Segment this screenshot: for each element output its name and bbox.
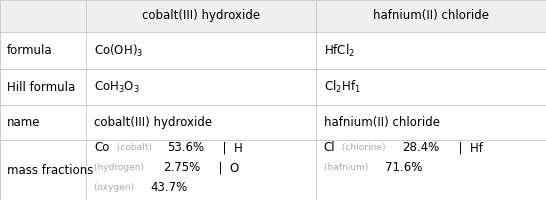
Bar xyxy=(86,140,316,200)
Text: (cobalt): (cobalt) xyxy=(114,143,155,152)
Text: (hafnium): (hafnium) xyxy=(324,163,371,172)
Text: hafnium(II) chloride: hafnium(II) chloride xyxy=(324,116,440,129)
Text: Co(OH)$_3$: Co(OH)$_3$ xyxy=(94,42,144,59)
Bar xyxy=(0,0,86,32)
Text: |  O: | O xyxy=(211,161,239,174)
Text: 28.4%: 28.4% xyxy=(402,141,440,154)
Text: 43.7%: 43.7% xyxy=(150,181,187,194)
Bar xyxy=(0,105,86,140)
Text: Cl: Cl xyxy=(324,141,335,154)
Bar xyxy=(316,0,546,32)
Text: mass fractions: mass fractions xyxy=(7,164,93,176)
Text: Cl$_2$Hf$_1$: Cl$_2$Hf$_1$ xyxy=(324,79,360,95)
Text: Co: Co xyxy=(94,141,110,154)
Text: |  H: | H xyxy=(215,141,242,154)
Bar xyxy=(86,105,316,140)
Bar xyxy=(316,69,546,105)
Text: (chlorine): (chlorine) xyxy=(339,143,388,152)
Bar xyxy=(86,32,316,69)
Text: 53.6%: 53.6% xyxy=(167,141,204,154)
Bar xyxy=(316,32,546,69)
Text: CoH$_3$O$_3$: CoH$_3$O$_3$ xyxy=(94,79,140,95)
Text: Hill formula: Hill formula xyxy=(7,81,75,94)
Text: hafnium(II) chloride: hafnium(II) chloride xyxy=(373,9,489,22)
Bar xyxy=(0,32,86,69)
Bar xyxy=(86,0,316,32)
Text: (oxygen): (oxygen) xyxy=(94,183,138,192)
Text: 71.6%: 71.6% xyxy=(385,161,422,174)
Text: cobalt(III) hydroxide: cobalt(III) hydroxide xyxy=(94,116,212,129)
Text: 2.75%: 2.75% xyxy=(163,161,200,174)
Bar xyxy=(316,105,546,140)
Text: |  Hf: | Hf xyxy=(450,141,483,154)
Text: (hydrogen): (hydrogen) xyxy=(94,163,147,172)
Bar xyxy=(86,69,316,105)
Text: cobalt(III) hydroxide: cobalt(III) hydroxide xyxy=(142,9,260,22)
Text: HfCl$_2$: HfCl$_2$ xyxy=(324,42,355,59)
Bar xyxy=(0,69,86,105)
Text: formula: formula xyxy=(7,44,52,57)
Bar xyxy=(316,140,546,200)
Text: name: name xyxy=(7,116,40,129)
Bar xyxy=(0,140,86,200)
